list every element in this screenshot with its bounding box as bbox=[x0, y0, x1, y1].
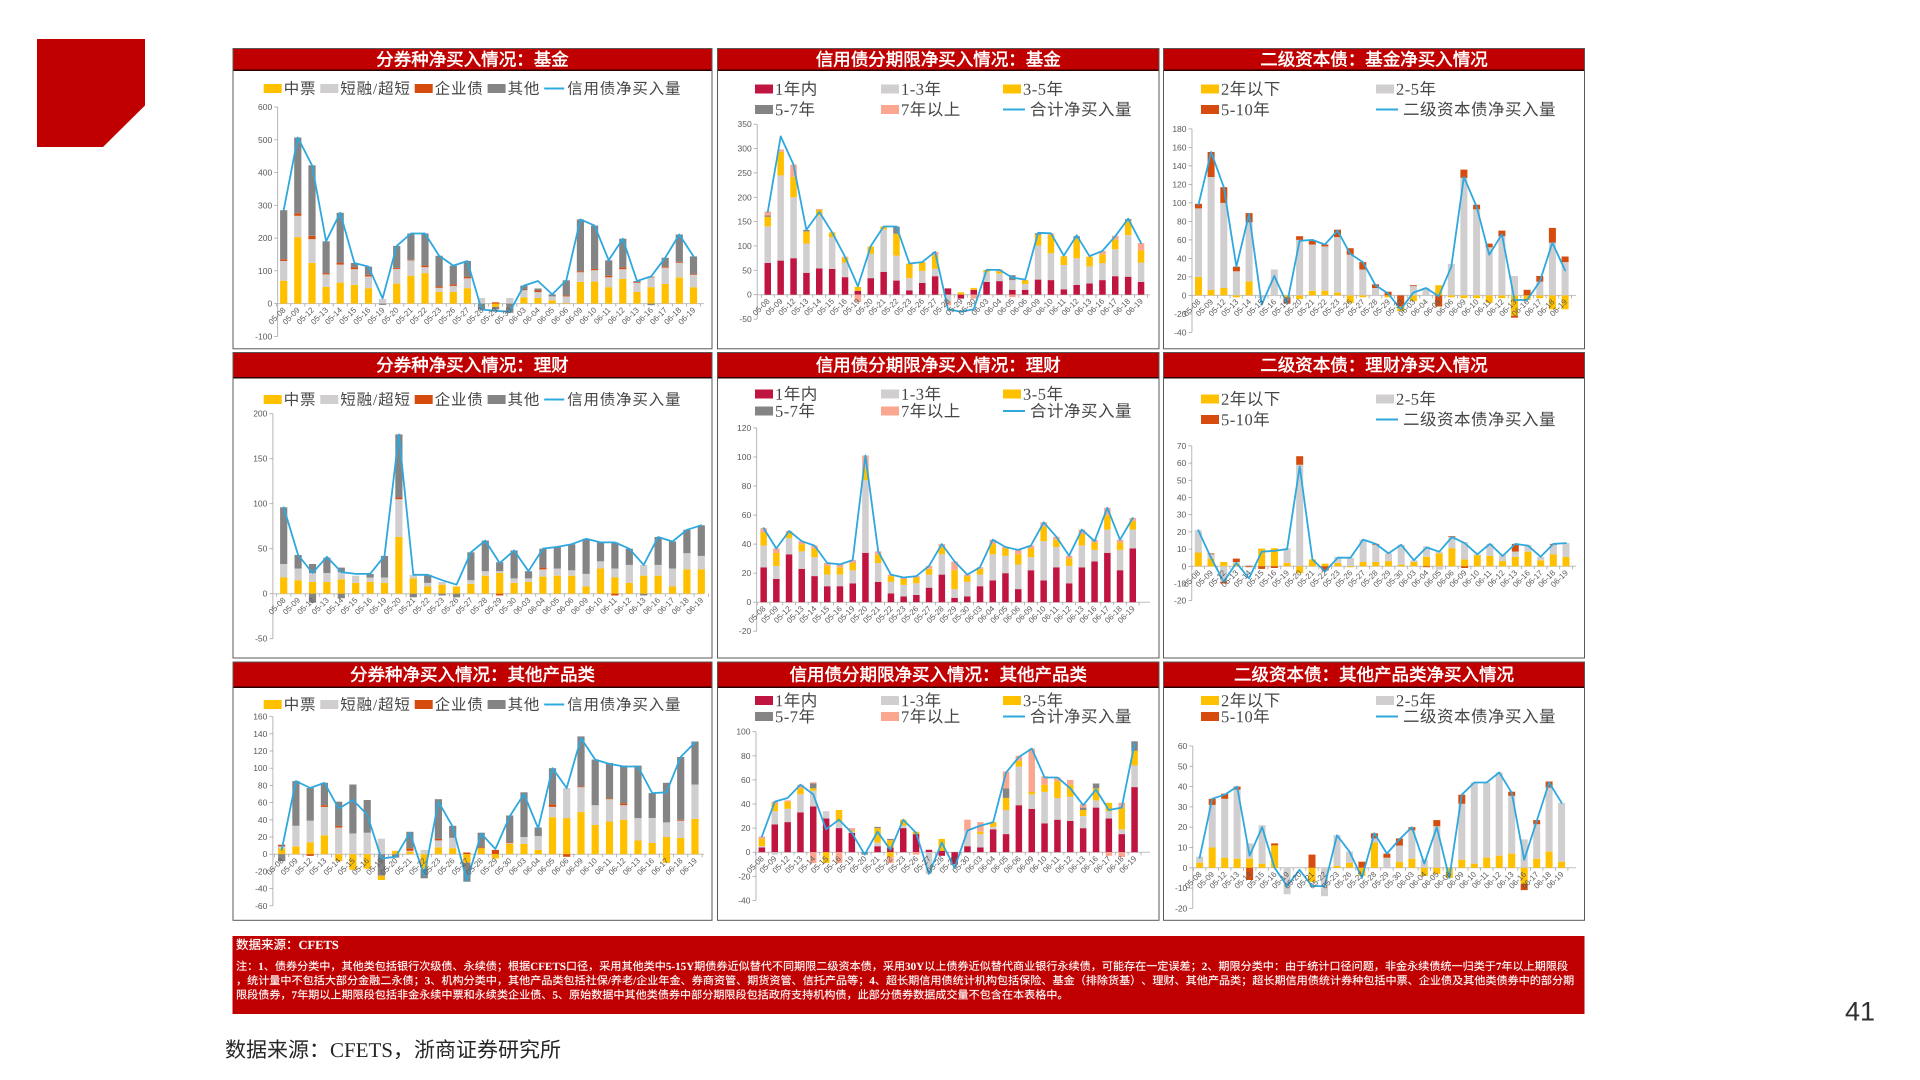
svg-text:350: 350 bbox=[738, 119, 752, 129]
svg-text:60: 60 bbox=[1178, 741, 1188, 751]
svg-text:200: 200 bbox=[258, 233, 272, 243]
svg-text:70: 70 bbox=[1177, 441, 1187, 451]
svg-text:120: 120 bbox=[737, 423, 751, 433]
svg-text:160: 160 bbox=[1172, 142, 1186, 152]
svg-text:100: 100 bbox=[736, 727, 750, 737]
svg-text:-20: -20 bbox=[1174, 596, 1187, 606]
svg-text:80: 80 bbox=[742, 481, 752, 491]
svg-text:50: 50 bbox=[742, 265, 752, 275]
svg-text:41: 41 bbox=[1845, 997, 1875, 1027]
svg-text:80: 80 bbox=[1177, 216, 1187, 226]
svg-text:-50: -50 bbox=[739, 314, 752, 324]
svg-text:-40: -40 bbox=[738, 895, 751, 905]
svg-text:80: 80 bbox=[258, 780, 268, 790]
svg-text:0: 0 bbox=[267, 299, 272, 309]
svg-text:-20: -20 bbox=[255, 866, 268, 876]
svg-text:250: 250 bbox=[738, 168, 752, 178]
svg-text:10: 10 bbox=[1177, 544, 1187, 554]
svg-text:150: 150 bbox=[253, 454, 267, 464]
svg-text:0: 0 bbox=[1183, 863, 1188, 873]
svg-text:20: 20 bbox=[741, 823, 751, 833]
svg-text:40: 40 bbox=[1178, 782, 1188, 792]
svg-text:20: 20 bbox=[258, 832, 268, 842]
svg-text:60: 60 bbox=[1177, 235, 1187, 245]
svg-text:200: 200 bbox=[253, 409, 267, 419]
svg-text:40: 40 bbox=[1177, 253, 1187, 263]
svg-text:60: 60 bbox=[742, 510, 752, 520]
svg-text:-10: -10 bbox=[1175, 883, 1188, 893]
svg-text:0: 0 bbox=[747, 290, 752, 300]
svg-text:-100: -100 bbox=[255, 331, 272, 341]
svg-text:30: 30 bbox=[1177, 510, 1187, 520]
svg-text:-60: -60 bbox=[255, 901, 268, 911]
svg-text:10: 10 bbox=[1178, 843, 1188, 853]
svg-text:180: 180 bbox=[1172, 124, 1186, 134]
svg-text:-20: -20 bbox=[1175, 903, 1188, 913]
svg-text:100: 100 bbox=[1172, 198, 1186, 208]
svg-text:100: 100 bbox=[738, 241, 752, 251]
svg-text:80: 80 bbox=[741, 751, 751, 761]
svg-text:0: 0 bbox=[746, 597, 751, 607]
svg-text:200: 200 bbox=[738, 192, 752, 202]
svg-text:120: 120 bbox=[253, 746, 267, 756]
svg-text:40: 40 bbox=[741, 799, 751, 809]
svg-text:300: 300 bbox=[738, 144, 752, 154]
svg-text:500: 500 bbox=[258, 135, 272, 145]
svg-text:0: 0 bbox=[1182, 561, 1187, 571]
svg-text:50: 50 bbox=[258, 544, 268, 554]
svg-text:300: 300 bbox=[258, 200, 272, 210]
svg-text:-50: -50 bbox=[255, 634, 268, 644]
svg-text:100: 100 bbox=[737, 452, 751, 462]
svg-text:0: 0 bbox=[1182, 290, 1187, 300]
svg-text:60: 60 bbox=[741, 775, 751, 785]
svg-text:100: 100 bbox=[253, 499, 267, 509]
svg-text:140: 140 bbox=[1172, 161, 1186, 171]
svg-text:20: 20 bbox=[1177, 272, 1187, 282]
svg-text:0: 0 bbox=[263, 589, 268, 599]
svg-text:400: 400 bbox=[258, 168, 272, 178]
svg-text:60: 60 bbox=[258, 798, 268, 808]
svg-text:20: 20 bbox=[1177, 527, 1187, 537]
svg-text:40: 40 bbox=[258, 815, 268, 825]
svg-text:-20: -20 bbox=[1174, 309, 1187, 319]
svg-text:50: 50 bbox=[1178, 761, 1188, 771]
svg-text:-20: -20 bbox=[739, 626, 752, 636]
svg-text:-20: -20 bbox=[738, 871, 751, 881]
svg-text:-10: -10 bbox=[1174, 579, 1187, 589]
svg-text:100: 100 bbox=[258, 266, 272, 276]
svg-text:40: 40 bbox=[742, 539, 752, 549]
svg-text:140: 140 bbox=[253, 729, 267, 739]
svg-text:20: 20 bbox=[742, 568, 752, 578]
svg-text:-40: -40 bbox=[1174, 327, 1187, 337]
svg-text:50: 50 bbox=[1177, 475, 1187, 485]
svg-text:600: 600 bbox=[258, 102, 272, 112]
svg-text:40: 40 bbox=[1177, 493, 1187, 503]
svg-text:100: 100 bbox=[253, 763, 267, 773]
svg-text:30: 30 bbox=[1178, 802, 1188, 812]
svg-text:160: 160 bbox=[253, 712, 267, 722]
svg-text:-40: -40 bbox=[255, 884, 268, 894]
svg-text:150: 150 bbox=[738, 217, 752, 227]
svg-text:0: 0 bbox=[263, 849, 268, 859]
svg-text:60: 60 bbox=[1177, 458, 1187, 468]
svg-text:20: 20 bbox=[1178, 822, 1188, 832]
svg-text:0: 0 bbox=[746, 847, 751, 857]
svg-text:120: 120 bbox=[1172, 179, 1186, 189]
